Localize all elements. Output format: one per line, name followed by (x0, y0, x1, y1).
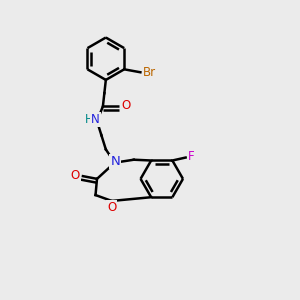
Text: N: N (91, 113, 100, 126)
Text: F: F (188, 151, 195, 164)
Text: O: O (107, 201, 116, 214)
Text: O: O (121, 99, 130, 112)
Text: Br: Br (143, 66, 156, 79)
Text: N: N (110, 155, 120, 168)
Text: O: O (70, 169, 80, 182)
Text: H: H (84, 113, 93, 126)
